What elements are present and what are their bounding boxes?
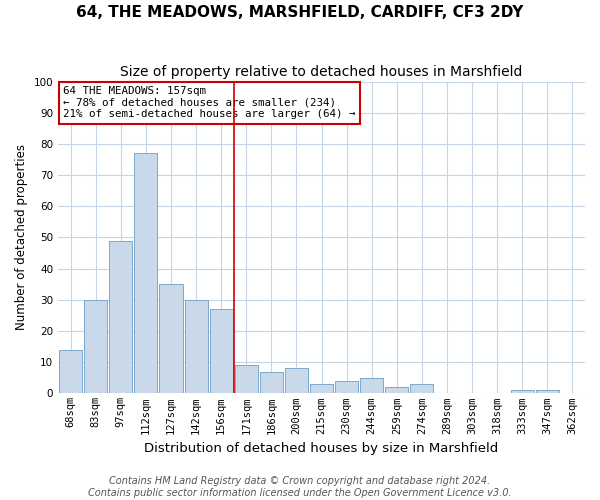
Bar — [185, 300, 208, 394]
Bar — [511, 390, 534, 394]
Bar — [160, 284, 182, 394]
Bar — [360, 378, 383, 394]
Bar — [310, 384, 333, 394]
X-axis label: Distribution of detached houses by size in Marshfield: Distribution of detached houses by size … — [145, 442, 499, 455]
Bar — [410, 384, 433, 394]
Bar — [536, 390, 559, 394]
Bar — [385, 387, 409, 394]
Bar — [59, 350, 82, 394]
Bar — [84, 300, 107, 394]
Title: Size of property relative to detached houses in Marshfield: Size of property relative to detached ho… — [121, 65, 523, 79]
Bar — [335, 381, 358, 394]
Text: Contains HM Land Registry data © Crown copyright and database right 2024.
Contai: Contains HM Land Registry data © Crown c… — [88, 476, 512, 498]
Y-axis label: Number of detached properties: Number of detached properties — [15, 144, 28, 330]
Bar — [209, 309, 233, 394]
Bar — [109, 240, 133, 394]
Bar — [260, 372, 283, 394]
Text: 64 THE MEADOWS: 157sqm
← 78% of detached houses are smaller (234)
21% of semi-de: 64 THE MEADOWS: 157sqm ← 78% of detached… — [64, 86, 356, 120]
Bar — [235, 366, 258, 394]
Text: 64, THE MEADOWS, MARSHFIELD, CARDIFF, CF3 2DY: 64, THE MEADOWS, MARSHFIELD, CARDIFF, CF… — [76, 5, 524, 20]
Bar — [134, 154, 157, 394]
Bar — [285, 368, 308, 394]
